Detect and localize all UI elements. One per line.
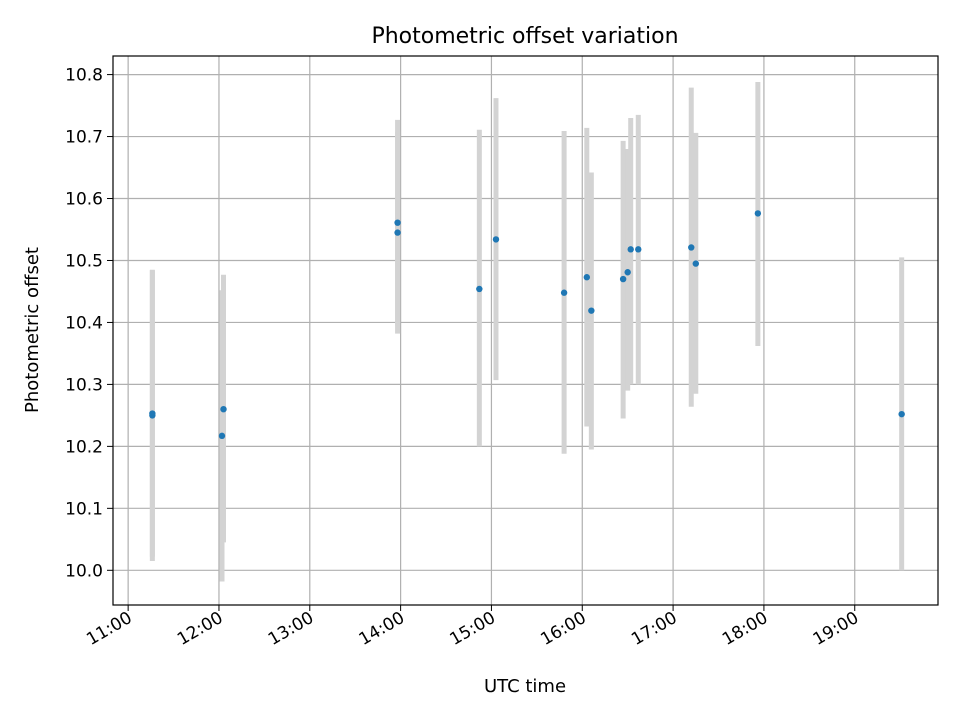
data-point <box>560 289 568 296</box>
y-tick-label: 10.1 <box>65 499 103 519</box>
x-tick-label: 18:00 <box>719 608 771 650</box>
y-tick-label: 10.5 <box>65 251 103 271</box>
y-tick-label: 10.2 <box>65 437 103 457</box>
x-tick-label: 11:00 <box>83 608 135 650</box>
x-tick-label: 16:00 <box>537 608 589 650</box>
x-tick-label: 12:00 <box>174 608 226 650</box>
data-point <box>394 219 401 226</box>
data-point <box>492 236 500 243</box>
y-axis-label: Photometric offset <box>22 247 43 413</box>
x-tick-label: 13:00 <box>265 608 317 650</box>
x-tick-label: 14:00 <box>356 608 408 650</box>
y-tick-label: 10.8 <box>65 66 103 86</box>
plot-frame <box>112 55 939 606</box>
error-bars <box>149 82 905 582</box>
data-point <box>627 246 634 253</box>
y-tick-label: 10.4 <box>65 313 103 333</box>
y-tick-label: 10.6 <box>65 190 103 210</box>
data-point <box>624 269 631 276</box>
data-point <box>583 274 591 281</box>
data-point <box>635 246 642 253</box>
data-point <box>149 410 156 417</box>
data-point <box>692 260 699 267</box>
data-point <box>476 285 483 293</box>
data-points <box>149 210 905 440</box>
data-point <box>619 275 627 283</box>
x-axis-label: UTC time <box>484 676 566 697</box>
x-tick-label: 15:00 <box>447 608 499 650</box>
y-tick-label: 10.0 <box>65 561 103 581</box>
x-tick-label: 19:00 <box>810 608 862 650</box>
data-point <box>220 405 227 413</box>
chart-title: Photometric offset variation <box>371 24 678 49</box>
y-axis-ticks: 10.0 10.1 10.2 10.3 10.4 10.5 10.6 10.7 10.8 <box>65 66 113 581</box>
y-tick-label: 10.7 <box>65 128 103 148</box>
data-point <box>394 229 401 236</box>
x-tick-label: 17:00 <box>628 608 680 650</box>
grid <box>113 56 938 605</box>
data-point <box>218 432 226 440</box>
data-point <box>754 210 762 217</box>
data-point <box>688 244 695 251</box>
y-tick-label: 10.3 <box>65 375 103 395</box>
data-point <box>898 410 905 418</box>
x-axis-ticks: 11:00 12:00 13:00 14:00 15:00 16:00 17:00 18:00… <box>83 605 862 650</box>
data-point <box>588 307 595 314</box>
